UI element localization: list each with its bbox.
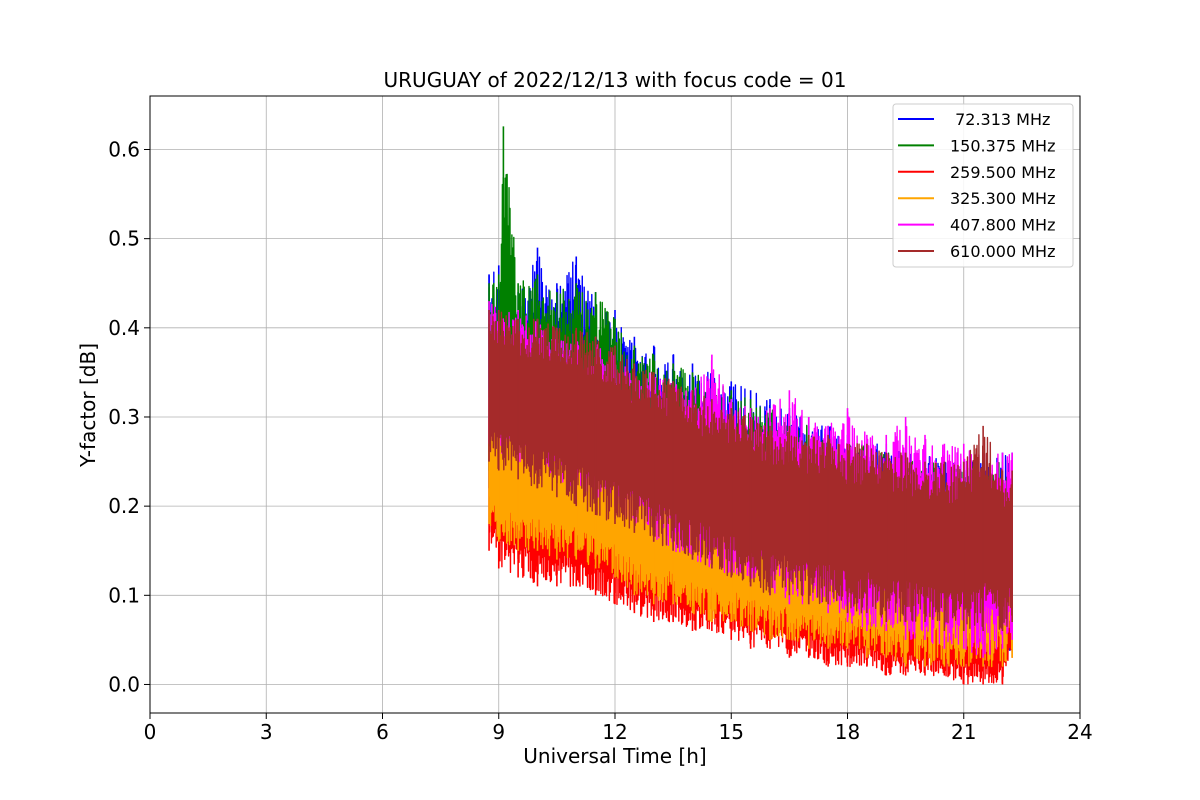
x-tick-label: 9 [492, 720, 505, 744]
y-tick-label: 0.4 [108, 316, 140, 340]
x-tick-label: 21 [951, 720, 976, 744]
y-tick-label: 0.2 [108, 494, 140, 518]
legend-entries: 72.313 MHz 150.375 MHz 259.500 MHz 325.300 … [898, 110, 1055, 261]
y-axis-ticks: 0.0 0.1 0.2 0.3 0.4 0.5 0.6 [108, 137, 150, 696]
x-axis-ticks: 0 3 6 9 12 15 18 21 24 [144, 713, 1093, 744]
legend: 72.313 MHz 150.375 MHz 259.500 MHz 325.300 … [892, 103, 1074, 268]
y-tick-label: 0.0 [108, 672, 140, 696]
chart-title: URUGUAY of 2022/12/13 with focus code = … [384, 68, 847, 92]
x-tick-label: 6 [376, 720, 389, 744]
legend-label: 325.300 MHz [950, 189, 1055, 208]
legend-label: 72.313 MHz [950, 110, 1050, 129]
legend-label: 150.375 MHz [950, 136, 1055, 155]
legend-label: 259.500 MHz [950, 163, 1055, 182]
x-tick-label: 3 [260, 720, 273, 744]
legend-label: 407.800 MHz [950, 216, 1055, 235]
y-tick-label: 0.1 [108, 583, 140, 607]
legend-label: 610.000 MHz [950, 242, 1055, 261]
x-tick-label: 24 [1067, 720, 1092, 744]
y-tick-label: 0.3 [108, 405, 140, 429]
series-layer [488, 126, 1013, 685]
x-axis-label: Universal Time [h] [523, 744, 706, 768]
x-tick-label: 18 [835, 720, 860, 744]
y-axis-label: Y-factor [dB] [76, 343, 100, 468]
x-tick-label: 0 [144, 720, 157, 744]
y-tick-label: 0.5 [108, 227, 140, 251]
x-tick-label: 12 [602, 720, 627, 744]
y-tick-label: 0.6 [108, 137, 140, 161]
legend-frame [892, 103, 1074, 268]
x-tick-label: 15 [719, 720, 744, 744]
